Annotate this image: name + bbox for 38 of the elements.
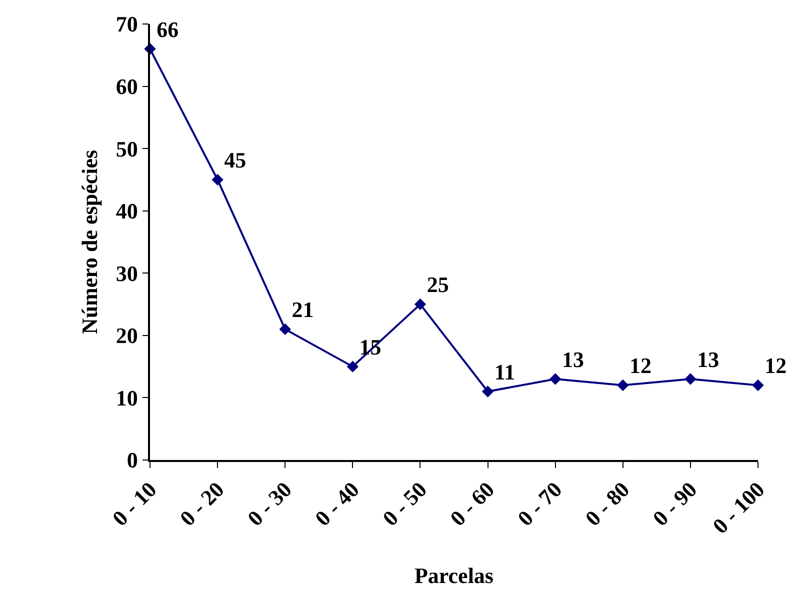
y-tick-label: 40: [116, 198, 138, 224]
x-tick-label: 0 - 80: [580, 476, 634, 531]
x-tick-label: 0 - 70: [512, 476, 567, 531]
y-tick-label: 60: [116, 74, 138, 99]
point: [549, 373, 562, 385]
data-label: 21: [292, 297, 314, 322]
data-label: 45: [224, 148, 246, 173]
x-axis-title: Parcelas: [414, 562, 494, 588]
y-axis-title: Número de espécies: [77, 150, 102, 334]
x-tick-label: 0 - 100: [708, 476, 770, 539]
data-label: 66: [156, 16, 179, 42]
data-label: 13: [697, 346, 720, 372]
data-label: 13: [562, 346, 584, 372]
point: [346, 360, 359, 372]
point: [482, 386, 494, 398]
y-tick-label: 70: [116, 12, 138, 37]
y-tick-label: 30: [116, 260, 138, 286]
x-tick-label: 0 - 30: [242, 476, 296, 531]
y-tick-label: 0: [126, 448, 138, 473]
x-tick-label: 0 - 90: [648, 476, 702, 531]
x-tick-label: 0 - 60: [445, 476, 500, 531]
y-tick-label: 50: [116, 136, 138, 162]
point: [279, 323, 291, 336]
point: [414, 298, 426, 310]
data-label: 12: [630, 353, 652, 378]
x-tick-label: 0 - 40: [310, 476, 364, 531]
point: [617, 379, 629, 392]
point: [684, 373, 696, 385]
y-tick-label: 20: [116, 323, 138, 348]
x-tick-label: 0 - 10: [107, 476, 162, 531]
point: [212, 174, 224, 186]
y-tick-label: 10: [116, 385, 138, 410]
x-tick-label: 0 - 50: [378, 476, 432, 531]
data-label: 25: [426, 272, 449, 298]
point: [752, 379, 764, 392]
data-label: 12: [764, 353, 787, 378]
x-tick-label: 0 - 20: [174, 476, 229, 531]
data-label: 11: [494, 359, 516, 384]
